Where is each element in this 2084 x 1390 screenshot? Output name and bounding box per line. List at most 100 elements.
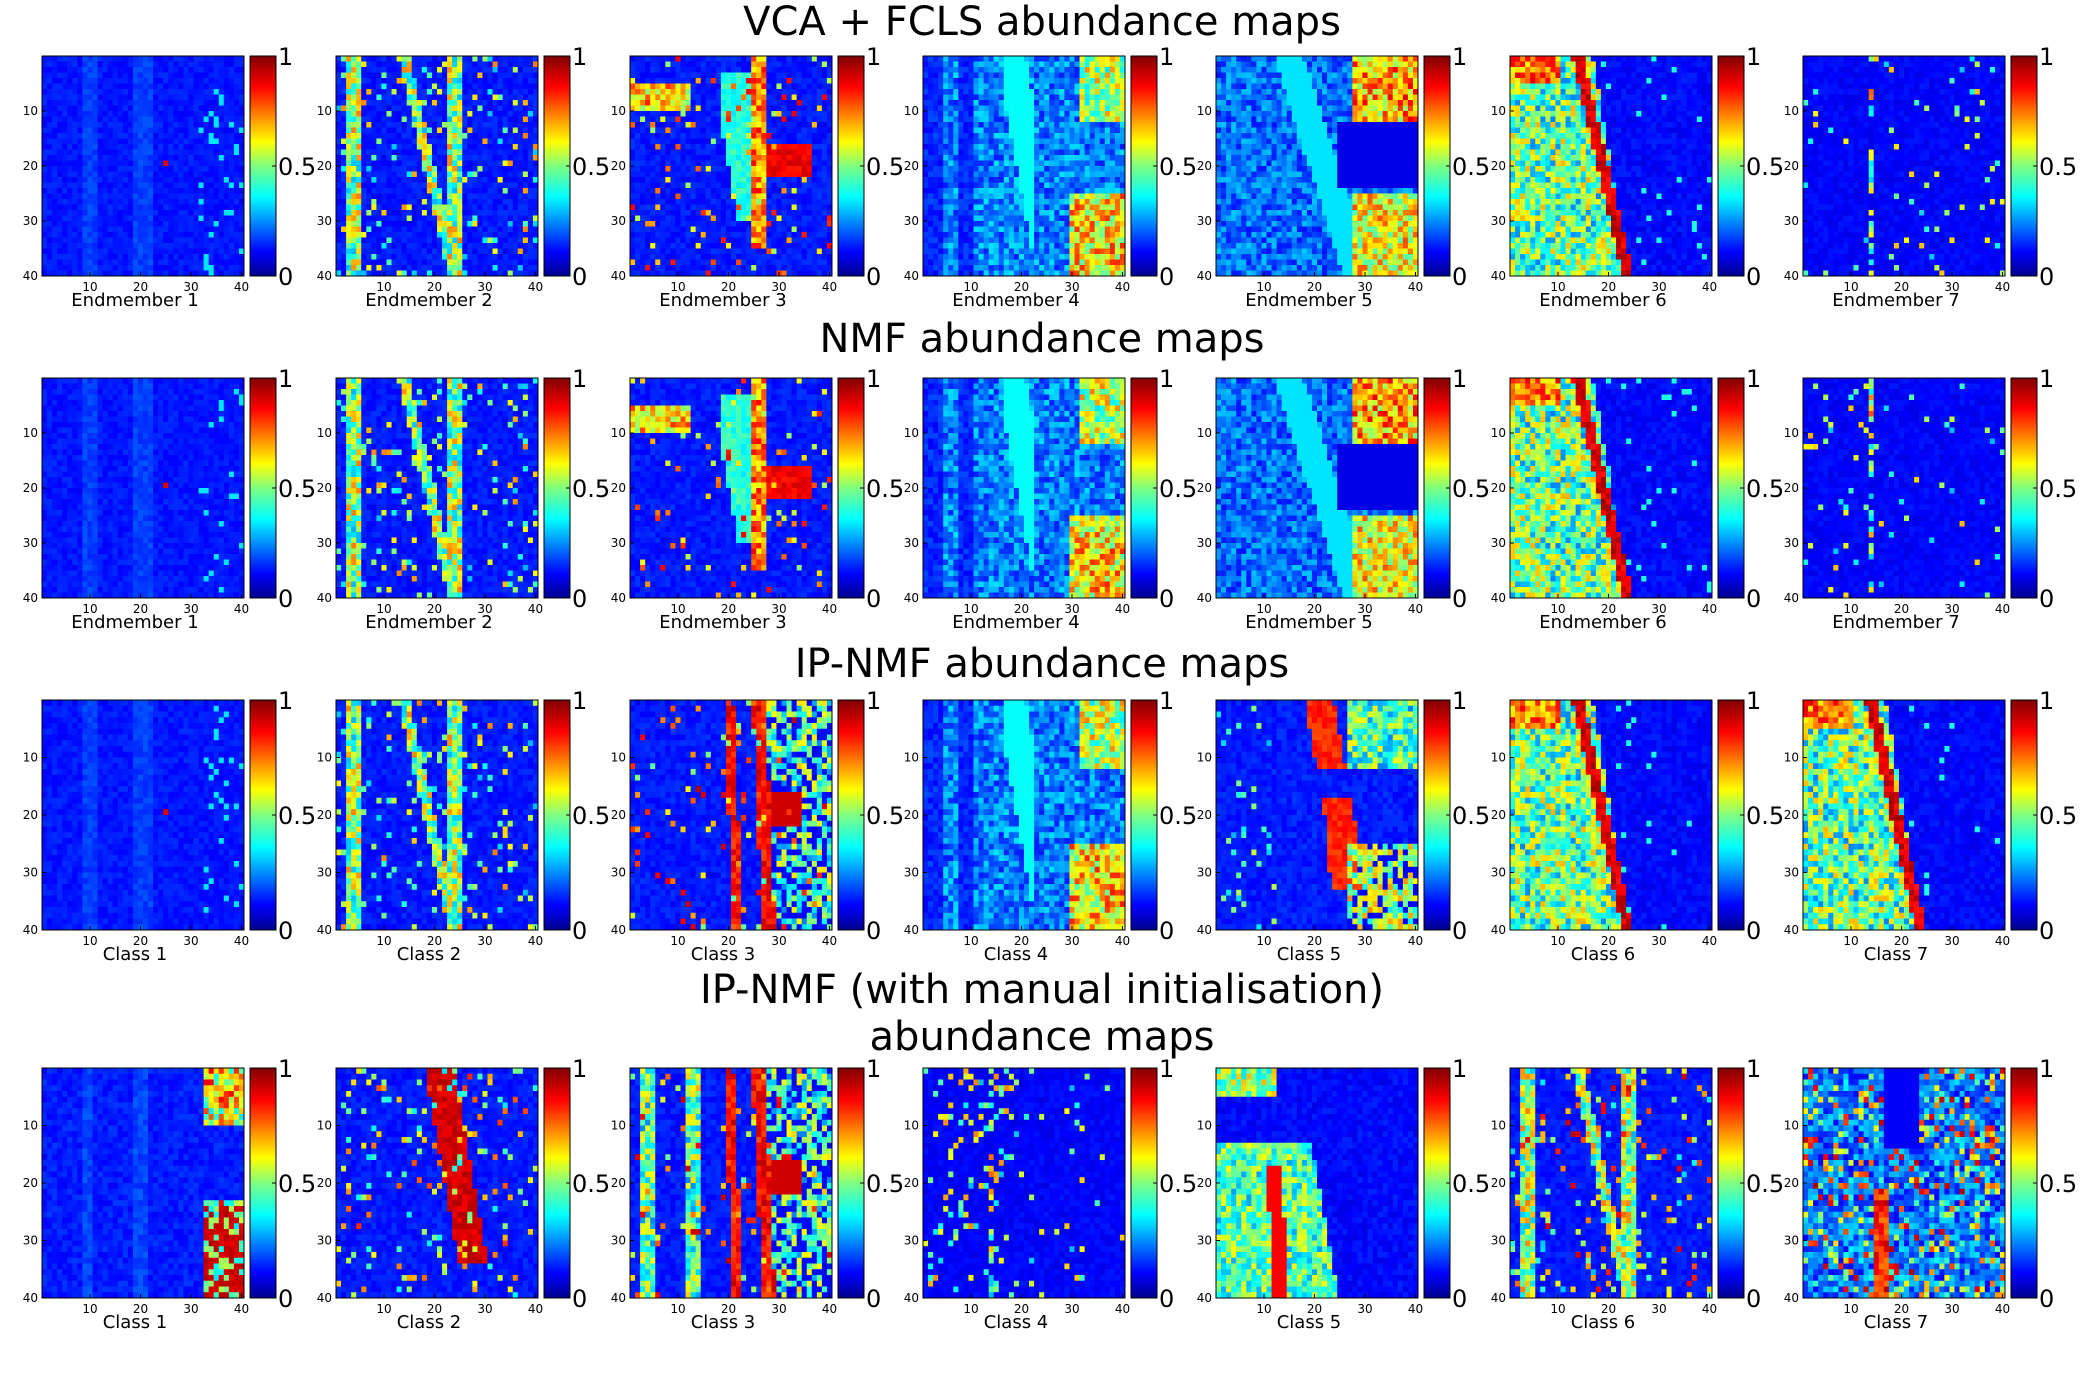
heatmap-cell (336, 62, 341, 68)
heatmap-cell (457, 155, 462, 161)
heatmap-cell (178, 227, 183, 233)
heatmap-cell (224, 150, 229, 156)
heatmap-cell (113, 73, 118, 79)
heatmap-cell (493, 67, 498, 73)
heatmap-cell (457, 111, 462, 117)
heatmap-cell (503, 128, 508, 134)
heatmap-cell (229, 249, 234, 255)
heatmap-cell (219, 188, 224, 194)
heatmap-cell (219, 221, 224, 227)
heatmap-cell (407, 188, 412, 194)
heatmap-cell (488, 95, 493, 101)
heatmap-cell (528, 78, 533, 84)
heatmap-cell (93, 111, 98, 117)
heatmap-cell (457, 161, 462, 167)
heatmap-cell (387, 117, 392, 123)
heatmap-cell (437, 122, 442, 128)
heatmap-cell (417, 56, 422, 62)
heatmap-cell (123, 210, 128, 216)
heatmap-cell (214, 73, 219, 79)
heatmap-cell (234, 210, 239, 216)
heatmap-cell (513, 216, 518, 222)
heatmap-cell (447, 95, 452, 101)
heatmap-cell (72, 133, 77, 139)
heatmap-cell (183, 139, 188, 145)
heatmap-cell (57, 139, 62, 145)
heatmap-cell (77, 216, 82, 222)
heatmap-cell (214, 243, 219, 249)
heatmap-cell (422, 62, 427, 68)
heatmap-cell (98, 62, 103, 68)
heatmap-cell (128, 106, 133, 112)
heatmap-cell (392, 67, 397, 73)
heatmap-cell (42, 155, 47, 161)
heatmap-cell (376, 166, 381, 172)
heatmap-cell (234, 73, 239, 79)
abundance-map-panel: 1020304010 20 30 40Endmember 210.50 (317, 43, 610, 311)
heatmap-cell (194, 89, 199, 95)
heatmap-cell (387, 78, 392, 84)
heatmap-cell (123, 117, 128, 123)
heatmap-cell (163, 139, 168, 145)
heatmap-cell (214, 95, 219, 101)
heatmap-cell (427, 205, 432, 211)
heatmap-cell (366, 122, 371, 128)
heatmap-cell (52, 95, 57, 101)
heatmap-cell (209, 67, 214, 73)
heatmap-cell (341, 183, 346, 189)
heatmap-cell (381, 166, 386, 172)
heatmap-cell (143, 172, 148, 178)
heatmap-cell (229, 155, 234, 161)
heatmap-cell (178, 150, 183, 156)
heatmap-cell (402, 133, 407, 139)
heatmap-cell (93, 210, 98, 216)
heatmap-cell (209, 84, 214, 90)
heatmap-cell (462, 155, 467, 161)
heatmap-cell (234, 128, 239, 134)
heatmap-cell (442, 100, 447, 106)
heatmap-cell (341, 205, 346, 211)
heatmap-cell (143, 227, 148, 233)
heatmap-cell (143, 122, 148, 128)
heatmap-cell (482, 89, 487, 95)
heatmap-cell (361, 183, 366, 189)
heatmap-cell (528, 100, 533, 106)
heatmap-cell (108, 238, 113, 244)
heatmap-cell (376, 172, 381, 178)
heatmap-cell (158, 265, 163, 271)
heatmap-cell (178, 177, 183, 183)
heatmap-cell (173, 150, 178, 156)
heatmap-cell (477, 122, 482, 128)
heatmap-cell (224, 260, 229, 266)
heatmap-cell (87, 150, 92, 156)
heatmap-cell (113, 111, 118, 117)
heatmap-cell (57, 232, 62, 238)
heatmap-cell (158, 84, 163, 90)
heatmap-cell (366, 177, 371, 183)
heatmap-cell (173, 95, 178, 101)
heatmap-cell (163, 67, 168, 73)
heatmap-cell (498, 210, 503, 216)
heatmap-cell (123, 155, 128, 161)
heatmap-cell (493, 144, 498, 150)
heatmap-cell (153, 260, 158, 266)
heatmap-cell (204, 194, 209, 200)
heatmap-cell (103, 150, 108, 156)
heatmap-cell (82, 221, 87, 227)
heatmap-cell (508, 84, 513, 90)
heatmap-cell (503, 161, 508, 167)
heatmap-cell (356, 84, 361, 90)
heatmap-cell (188, 78, 193, 84)
heatmap-cell (57, 106, 62, 112)
heatmap-cell (513, 166, 518, 172)
heatmap-cell (52, 84, 57, 90)
heatmap-cell (87, 238, 92, 244)
heatmap-cell (57, 249, 62, 255)
heatmap-cell (138, 254, 143, 260)
heatmap-cell (214, 260, 219, 266)
heatmap-cell (148, 111, 153, 117)
heatmap-cell (82, 122, 87, 128)
heatmap-cell (219, 238, 224, 244)
heatmap-cell (52, 254, 57, 260)
heatmap-cell (163, 260, 168, 266)
